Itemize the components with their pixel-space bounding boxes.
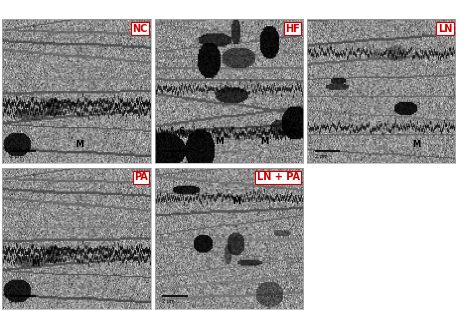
Text: LN + PA: LN + PA	[257, 172, 300, 182]
Text: M: M	[260, 137, 268, 146]
Text: S: S	[178, 127, 184, 136]
Text: M: M	[31, 259, 39, 268]
Text: PA: PA	[134, 172, 148, 182]
Text: 2 μm: 2 μm	[163, 154, 175, 159]
Text: 2 μm: 2 μm	[315, 154, 327, 159]
Text: M: M	[412, 140, 420, 149]
Text: LN: LN	[438, 24, 452, 34]
Text: M: M	[75, 140, 83, 149]
Text: M: M	[216, 137, 224, 146]
Text: HF: HF	[285, 24, 300, 34]
Text: M: M	[232, 197, 240, 206]
Text: 2 μm: 2 μm	[163, 299, 175, 304]
Text: NC: NC	[132, 24, 148, 34]
Text: 2 μm: 2 μm	[10, 154, 23, 159]
Text: 2 μm: 2 μm	[10, 299, 23, 304]
